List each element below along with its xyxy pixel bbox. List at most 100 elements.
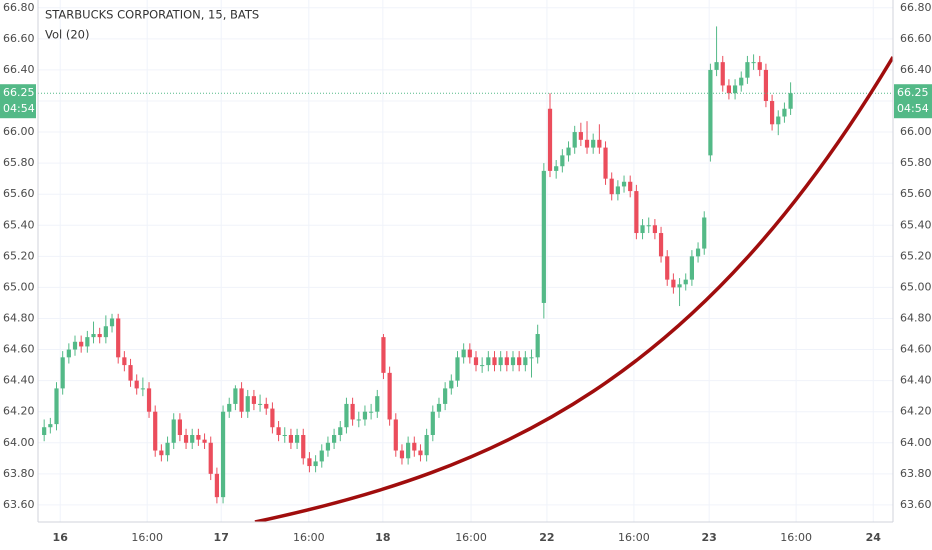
candle-body [109, 318, 115, 327]
y-tick-label: 66.60 [900, 32, 932, 45]
y-tick-label: 66.80 [3, 1, 35, 14]
candle-body [708, 69, 713, 156]
y-tick-label: 64.40 [3, 374, 35, 387]
y-tick-label: 64.20 [900, 405, 932, 418]
candle-body [381, 337, 386, 373]
candle-body [54, 388, 59, 425]
candle-body [307, 458, 312, 467]
candle-body [455, 357, 460, 381]
candle-body [554, 166, 559, 171]
candle-body [504, 357, 509, 366]
candle-body [270, 408, 275, 428]
candle-body [202, 439, 207, 443]
candle-body [257, 403, 263, 405]
x-tick-label: 16:00 [131, 531, 163, 544]
candle-body [128, 365, 133, 381]
x-tick-label: 16:00 [618, 531, 650, 544]
candle-body [412, 442, 417, 451]
y-tick-label: 66.00 [3, 125, 35, 138]
candle-body [153, 411, 158, 451]
candle-body [356, 419, 361, 421]
candle-body [387, 372, 392, 420]
candle-body [523, 357, 528, 366]
grid [38, 0, 893, 522]
countdown-label: 04:54 [897, 102, 929, 115]
candle-body [436, 403, 442, 412]
candle-body [702, 217, 707, 249]
candle-body [325, 442, 331, 451]
candle-body [79, 341, 84, 347]
candle-body [757, 62, 762, 70]
candle-body [658, 233, 664, 257]
y-tick-label: 65.80 [3, 156, 35, 169]
x-tick-label: 17 [214, 531, 229, 544]
candle-body [418, 450, 423, 456]
y-tick-label: 66.60 [3, 32, 35, 45]
candle-body [288, 435, 294, 443]
candle-body [66, 349, 71, 358]
y-tick-label: 65.40 [900, 218, 932, 231]
x-tick-label: 16:00 [293, 531, 325, 544]
x-tick-label: 16:00 [780, 531, 812, 544]
candle-body [517, 357, 522, 366]
candle-body [677, 284, 682, 288]
candle-body [782, 108, 787, 117]
candle-body [646, 225, 651, 227]
y-tick-label: 63.60 [900, 498, 932, 511]
y-tick-label: 66.40 [900, 63, 932, 76]
candle-body [134, 380, 139, 389]
candle-body [276, 427, 281, 435]
y-tick-label: 65.20 [3, 249, 35, 262]
candle-body [183, 435, 189, 443]
y-tick-label: 65.60 [3, 187, 35, 200]
candle-body [85, 337, 90, 347]
candle-body [97, 334, 102, 338]
candles [38, 26, 893, 504]
y-tick-label: 64.60 [3, 343, 35, 356]
candle-body [529, 357, 534, 359]
candle-body [578, 132, 583, 140]
candle-body [406, 442, 411, 459]
candle-body [572, 132, 577, 148]
candle-body [739, 77, 744, 86]
candle-body [332, 435, 337, 443]
y-tick-label: 66.00 [900, 125, 932, 138]
candle-body [116, 318, 121, 358]
candle-body [227, 403, 232, 412]
y-tick-label: 66.40 [3, 63, 35, 76]
candle-body [621, 181, 627, 187]
y-tick-label: 63.60 [3, 498, 35, 511]
candle-body [547, 108, 553, 171]
bottom-axis-bg [0, 522, 932, 550]
candle-body [609, 178, 614, 195]
candle-body [652, 225, 657, 234]
candle-body [449, 380, 454, 389]
candle-body [369, 411, 374, 413]
candle-body [603, 147, 608, 179]
candle-body [776, 116, 781, 125]
y-tick-label: 63.80 [900, 467, 932, 480]
candle-body [122, 357, 127, 366]
candle-body [615, 186, 620, 195]
candle-body [424, 435, 429, 456]
candle-body [91, 334, 96, 338]
candle-body [726, 85, 732, 94]
candle-body [751, 62, 756, 64]
candle-body [245, 396, 250, 412]
candle-body [165, 442, 170, 456]
candle-body [584, 139, 590, 148]
candle-body [671, 279, 676, 288]
candle-body [393, 419, 398, 451]
candle-body [634, 191, 639, 234]
y-tick-label: 65.60 [900, 187, 932, 200]
candle-body [72, 341, 78, 350]
y-tick-label: 64.00 [3, 436, 35, 449]
price-tag [0, 84, 36, 119]
candle-body [319, 450, 324, 462]
candle-body [301, 435, 306, 459]
candle-body [362, 411, 368, 420]
candle-body [480, 365, 485, 367]
x-tick-label: 24 [866, 531, 882, 544]
candle-body [146, 388, 152, 412]
